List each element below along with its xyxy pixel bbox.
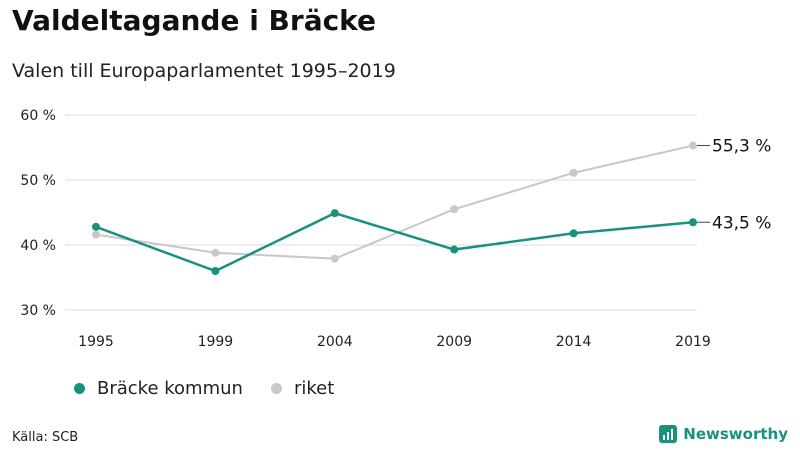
brand-name: Newsworthy <box>683 425 788 443</box>
legend-item-bracke: Bräcke kommun <box>74 378 243 399</box>
source-note: Källa: SCB <box>12 430 79 445</box>
legend-marker-riket <box>270 383 282 394</box>
legend: Bräcke kommun riket <box>74 378 334 399</box>
x-tick-label: 1999 <box>198 334 234 350</box>
series-line-riket <box>95 144 694 260</box>
chart-subtitle: Valen till Europaparlamentet 1995–2019 <box>12 60 396 82</box>
legend-item-riket: riket <box>270 378 335 399</box>
x-tick-label: 1995 <box>78 334 114 350</box>
data-point-bracke <box>330 209 339 218</box>
data-point-bracke <box>689 218 697 227</box>
data-point-bracke <box>211 267 220 275</box>
x-tick-label: 2009 <box>436 334 472 350</box>
legend-label-riket: riket <box>293 378 335 399</box>
chart-title: Valdeltagande i Bräcke <box>12 4 377 37</box>
y-tick-label: 60 % <box>20 108 56 124</box>
end-label-riket: 55,3 % <box>712 137 771 157</box>
y-tick-label: 40 % <box>20 238 56 254</box>
series-line-bracke <box>95 211 694 273</box>
x-tick-label: 2019 <box>675 334 711 350</box>
legend-label-bracke: Bräcke kommun <box>97 378 243 399</box>
data-point-bracke <box>569 229 578 238</box>
end-label-bracke: 43,5 % <box>712 213 771 233</box>
data-point-bracke <box>92 222 100 231</box>
data-point-riket <box>569 168 578 177</box>
data-point-bracke <box>450 245 459 254</box>
bar-chart-logo-icon <box>659 425 678 443</box>
y-tick-label: 50 % <box>20 173 56 189</box>
x-tick-label: 2004 <box>317 334 353 350</box>
brand: Newsworthy <box>659 425 788 443</box>
data-point-riket <box>330 254 339 263</box>
x-tick-label: 2014 <box>556 334 592 350</box>
data-point-riket <box>211 248 220 257</box>
data-point-riket <box>450 205 459 214</box>
legend-marker-bracke <box>74 383 85 394</box>
y-tick-label: 30 % <box>20 303 56 319</box>
data-point-riket <box>689 141 697 150</box>
data-point-riket <box>92 230 100 239</box>
